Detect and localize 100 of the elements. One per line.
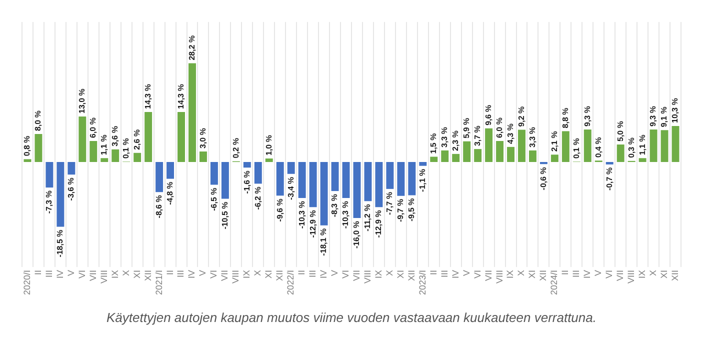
data-label: 2,1 %: [550, 131, 559, 152]
x-tick-label: V: [330, 270, 340, 276]
data-label: -7,3 %: [44, 190, 54, 214]
x-tick-label: VIII: [362, 270, 372, 284]
bar: [166, 162, 174, 179]
x-tick-label: 2024/I: [549, 270, 560, 296]
data-label: 6,0 %: [494, 118, 504, 138]
data-label: 1,1 %: [638, 134, 647, 156]
bar: [199, 151, 207, 162]
x-tick-label: XI: [527, 270, 538, 278]
data-label: 0,2 %: [231, 138, 240, 158]
data-label: 9,1 %: [660, 106, 669, 128]
bar: [496, 140, 504, 162]
x-tick-label: IV: [582, 270, 592, 278]
data-label: 8,0 %: [34, 110, 43, 131]
x-tick-label: VI: [208, 270, 219, 278]
x-tick-label: VII: [483, 270, 494, 281]
bar: [408, 162, 416, 196]
data-label: 28,2 %: [187, 35, 196, 60]
x-tick-label: XI: [659, 270, 670, 278]
data-label: -9,5 %: [407, 198, 416, 222]
bar: [672, 126, 680, 162]
bar: [474, 149, 482, 162]
x-tick-label: XII: [406, 270, 416, 281]
data-label: -11,2 %: [363, 204, 372, 232]
bar: [375, 162, 383, 208]
x-tick-label: X: [516, 270, 526, 276]
x-tick-label: X: [648, 270, 658, 276]
x-tick-label: XII: [274, 270, 285, 281]
data-label: -12,9 %: [374, 210, 384, 238]
x-tick-label: V: [198, 270, 208, 276]
data-label: -9,7 %: [396, 198, 406, 222]
bar: [386, 162, 394, 189]
x-tick-label: IX: [373, 270, 384, 278]
bar: [188, 63, 196, 162]
data-label: -10,3 %: [341, 201, 350, 229]
data-label: -4,8 %: [165, 182, 174, 205]
bar: [34, 134, 42, 162]
data-label: -6,2 %: [253, 186, 262, 210]
bar: [144, 112, 152, 162]
x-tick-label: VII: [615, 270, 626, 281]
bar: [243, 162, 251, 168]
bar: [24, 159, 32, 162]
data-label: 3,3 %: [440, 126, 450, 148]
data-label: 2,3 %: [451, 130, 460, 151]
bar: [419, 162, 427, 166]
x-tick-label: IX: [242, 270, 252, 278]
data-label: -18,5 %: [56, 230, 65, 258]
data-label: 13,0 %: [78, 88, 87, 114]
x-tick-label: II: [164, 270, 175, 275]
data-label: -9,6 %: [275, 198, 284, 222]
x-tick-label: X: [384, 270, 394, 276]
bar: [540, 162, 548, 164]
bar: [178, 112, 185, 162]
x-tick-label: XI: [264, 270, 274, 278]
bar: [112, 149, 120, 162]
x-tick-label: XII: [142, 270, 153, 281]
x-tick-label: IX: [505, 270, 516, 278]
x-tick-label: VII: [351, 270, 362, 281]
x-tick-label: III: [176, 270, 186, 278]
x-tick-label: III: [571, 270, 582, 278]
data-label: 5,9 %: [462, 118, 472, 138]
data-label: -10,5 %: [220, 202, 230, 230]
x-tick-label: VII: [220, 270, 230, 281]
x-tick-label: XII: [670, 270, 680, 281]
x-tick-label: IV: [54, 270, 65, 278]
data-label: 3,7 %: [473, 126, 482, 146]
data-label: 9,2 %: [516, 106, 526, 127]
x-tick-label: II: [32, 270, 43, 275]
x-tick-label: IX: [637, 270, 648, 278]
text: Käytettyjen autojen kaupan muutos viime vuoden vastaavaan kuukauteen verrattuna.: [106, 310, 598, 325]
x-tick-label: V: [461, 270, 472, 276]
data-label: 9,3 %: [648, 106, 658, 126]
x-tick-label: II: [560, 270, 570, 275]
data-label: 10,3 %: [670, 98, 680, 123]
data-label: -8,3 %: [330, 194, 340, 218]
data-label: 8,8 %: [560, 108, 570, 128]
bar: [68, 162, 76, 175]
data-label: 14,3 %: [144, 84, 153, 109]
data-label: 0,1 %: [572, 138, 581, 159]
x-tick-label: XI: [132, 270, 142, 278]
bar: [134, 152, 142, 162]
bar: [210, 162, 218, 185]
data-label: -6,5 %: [209, 188, 218, 211]
data-label: 0,4 %: [594, 137, 603, 158]
x-tick-label: 2022/I: [286, 270, 296, 296]
bar: [46, 162, 54, 188]
bar: [397, 162, 405, 196]
bar: [276, 162, 284, 196]
bar: [309, 162, 317, 208]
data-label: 3,0 %: [198, 128, 208, 148]
data-label: 3,3 %: [528, 126, 537, 148]
bar: [550, 154, 558, 162]
x-tick-label: IV: [450, 270, 460, 278]
x-tick-label: VI: [340, 270, 350, 278]
x-tick-label: XII: [538, 270, 548, 281]
bar: [353, 162, 361, 218]
data-label: 1,0 %: [264, 135, 274, 156]
bar: [507, 146, 514, 162]
data-label: -1,6 %: [242, 170, 252, 194]
